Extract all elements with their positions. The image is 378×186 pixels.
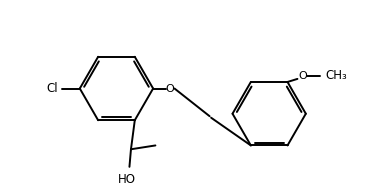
Text: Cl: Cl (47, 82, 59, 95)
Text: O: O (166, 84, 174, 94)
Text: O: O (298, 71, 307, 81)
Text: CH₃: CH₃ (326, 69, 347, 82)
Text: HO: HO (118, 173, 136, 186)
